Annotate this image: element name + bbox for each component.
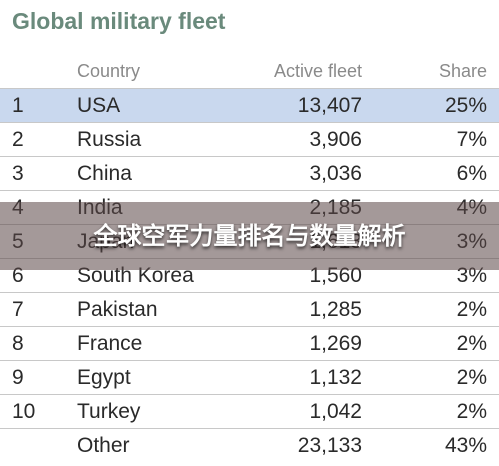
column-header: Active fleet [273,61,362,81]
overlay-text: 全球空军力量排名与数量解析 [93,222,406,250]
column-header: Country [77,61,141,81]
table-row: 1 USA 13,407 25% [0,88,499,122]
table-row: 10 Turkey 1,042 2% [0,394,499,428]
table-cell: 7% [456,128,487,151]
table-cell: 43% [444,434,487,457]
table-cell: Egypt [77,366,131,389]
table-cell: 25% [444,94,487,117]
table-cell: 1,042 [309,400,362,423]
table-cell: 8 [12,332,24,355]
table-cell: 3,036 [309,162,362,185]
table-cell: 2% [456,332,487,355]
table-cell: 10 [12,400,36,423]
table-cell: 1 [12,94,24,117]
table-cell: 3 [12,162,24,185]
table-cell: 9 [12,366,24,389]
table-cell: Other [77,434,130,457]
table-cell: 7 [12,298,24,321]
table-cell: 2% [456,400,487,423]
table-cell: 1,269 [309,332,362,355]
table-row: 7 Pakistan 1,285 2% [0,292,499,326]
table-row: Other 23,133 43% [0,428,499,462]
table-cell: 2% [456,366,487,389]
column-header: Share [438,61,487,81]
table-cell: 1,285 [309,298,362,321]
table-row: 8 France 1,269 2% [0,326,499,360]
table-cell: China [77,162,132,185]
table-cell: 13,407 [297,94,362,117]
table-cell: Russia [77,128,142,151]
table-cell: 2 [12,128,24,151]
table-cell: 2% [456,298,487,321]
table-row: 9 Egypt 1,132 2% [0,360,499,394]
table-cell: Pakistan [77,298,158,321]
overlay-banner [0,202,499,270]
table-cell: 3,906 [309,128,362,151]
table-row: 2 Russia 3,906 7% [0,122,499,156]
title: Global military fleet [12,8,226,34]
table-cell: 6% [456,162,487,185]
header-row: Country Active fleet Share [0,55,499,89]
table-cell: 1,132 [309,366,362,389]
table-cell: USA [77,94,121,117]
table-cell: Turkey [77,400,141,423]
table-cell: 23,133 [297,434,362,457]
table-cell: France [77,332,143,355]
table-row: 3 China 3,036 6% [0,156,499,190]
table-cell: 6 [12,264,24,287]
